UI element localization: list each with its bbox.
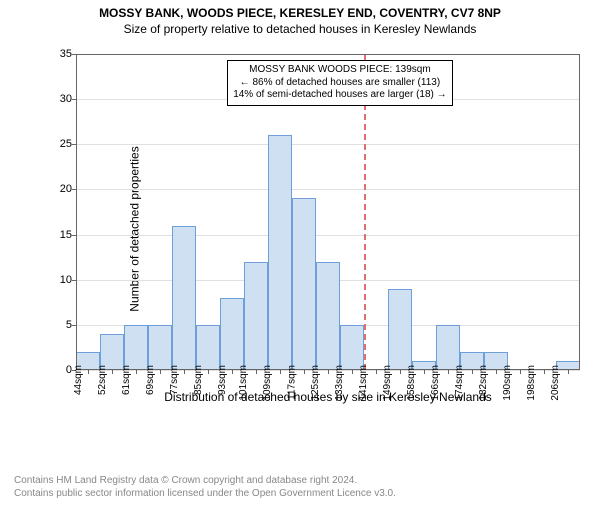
plot-area: MOSSY BANK WOODS PIECE: 139sqm← 86% of d… [76, 54, 580, 370]
annotation-line: ← 86% of detached houses are smaller (11… [233, 77, 446, 90]
footer-line-1: Contains HM Land Registry data © Crown c… [14, 474, 396, 487]
y-tick-label: 20 [50, 183, 72, 195]
y-tick-label: 5 [50, 319, 72, 331]
annotation-box: MOSSY BANK WOODS PIECE: 139sqm← 86% of d… [227, 60, 452, 106]
annotation-line: 14% of semi-detached houses are larger (… [233, 89, 446, 102]
x-axis-label: Distribution of detached houses by size … [76, 390, 580, 404]
y-tick-label: 35 [50, 48, 72, 60]
chart-title: MOSSY BANK, WOODS PIECE, KERESLEY END, C… [0, 6, 600, 20]
y-tick-label: 25 [50, 138, 72, 150]
chart-area: Number of detached properties MOSSY BANK… [50, 54, 580, 404]
footer-line-2: Contains public sector information licen… [14, 487, 396, 500]
footer: Contains HM Land Registry data © Crown c… [14, 474, 396, 500]
annotation-line: MOSSY BANK WOODS PIECE: 139sqm [233, 64, 446, 77]
y-tick-label: 10 [50, 274, 72, 286]
chart-subtitle: Size of property relative to detached ho… [0, 22, 600, 36]
y-tick-label: 15 [50, 229, 72, 241]
y-tick-label: 0 [50, 364, 72, 376]
y-tick-label: 30 [50, 93, 72, 105]
